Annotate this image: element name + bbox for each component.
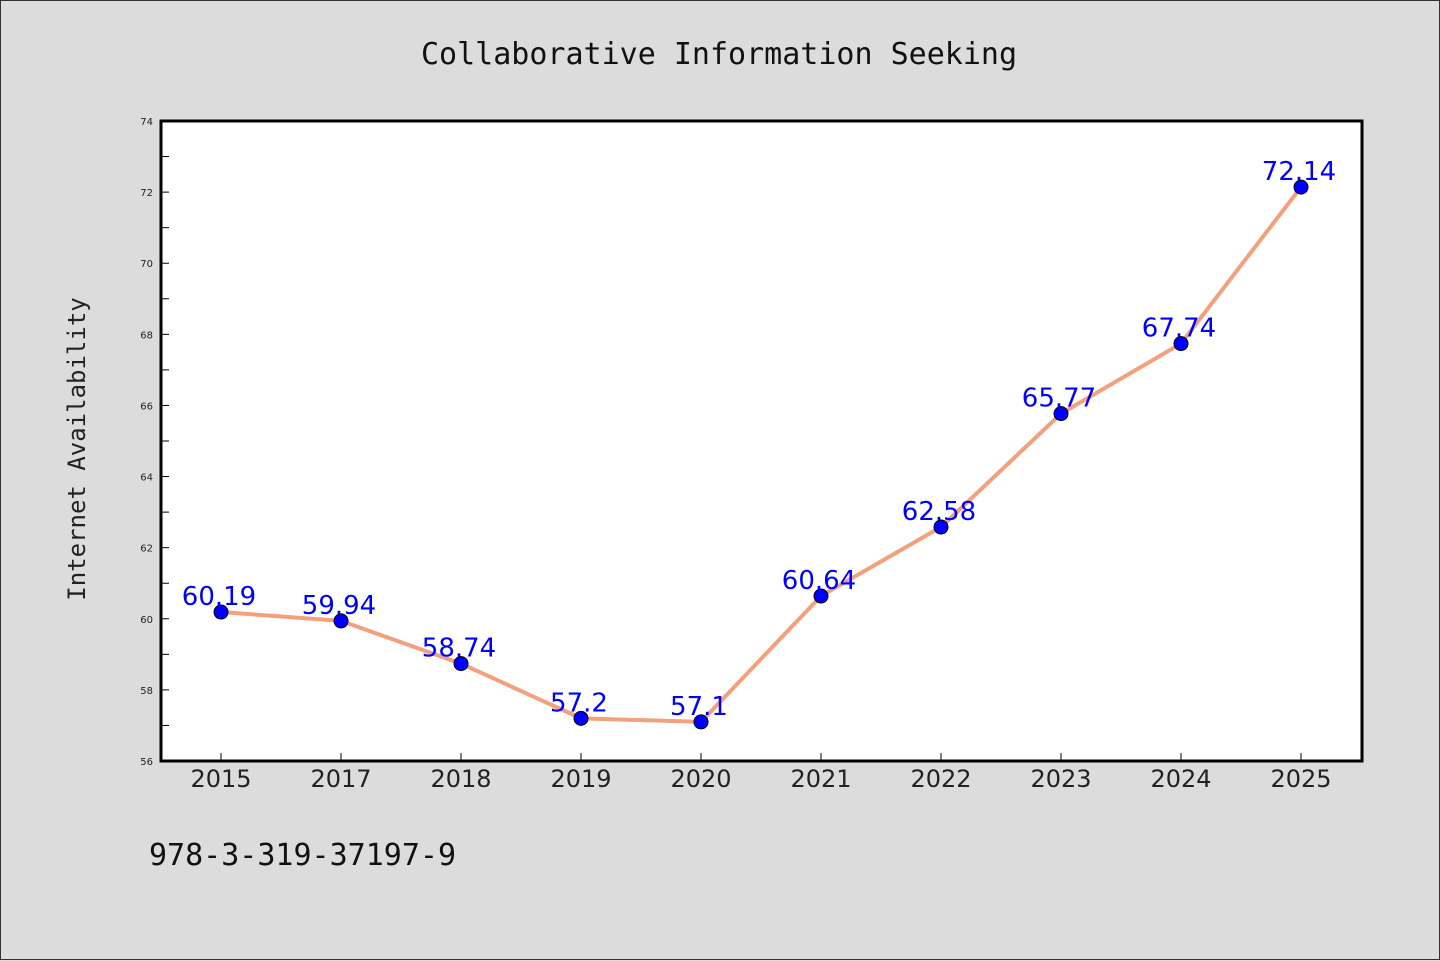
x-tick-label: 2019 bbox=[550, 765, 611, 793]
x-tick-label: 2017 bbox=[310, 765, 371, 793]
x-tick-label: 2022 bbox=[910, 765, 971, 793]
data-labels: 60.19 59.94 58.74 57.2 57.1 60.64 62.58 65.77 67… bbox=[182, 157, 1336, 722]
x-tick-label: 2020 bbox=[670, 765, 731, 793]
y-tick-label: 74 bbox=[140, 117, 153, 128]
plot-area bbox=[159, 119, 1364, 763]
series-line bbox=[219, 185, 1303, 724]
y-tick-label: 68 bbox=[140, 330, 153, 341]
data-label: 57.2 bbox=[550, 688, 608, 718]
y-tick-label: 72 bbox=[140, 188, 153, 199]
x-tick-label: 2018 bbox=[430, 765, 491, 793]
x-tick-label: 2021 bbox=[790, 765, 851, 793]
data-point bbox=[453, 656, 469, 672]
data-point bbox=[573, 710, 589, 726]
data-point bbox=[213, 604, 229, 620]
data-point bbox=[333, 613, 349, 629]
data-label: 60.64 bbox=[782, 566, 856, 596]
isbn-text: 978-3-319-37197-9 bbox=[149, 838, 456, 873]
y-tick-label: 66 bbox=[140, 401, 153, 412]
data-point bbox=[813, 588, 829, 604]
chart-title: Collaborative Information Seeking bbox=[421, 37, 1017, 72]
data-label: 72.14 bbox=[1262, 157, 1336, 187]
y-tick-label: 64 bbox=[140, 473, 153, 484]
data-label: 62.58 bbox=[902, 497, 976, 527]
y-tick-label: 56 bbox=[140, 757, 153, 768]
x-tick-label: 2024 bbox=[1150, 765, 1211, 793]
y-tick-label: 60 bbox=[140, 615, 153, 626]
data-label: 60.19 bbox=[182, 582, 256, 612]
x-axis: 2015 2017 2018 2019 2020 2021 2022 2023 2024 2025 bbox=[190, 753, 1332, 793]
series-line-group bbox=[219, 185, 1303, 724]
data-point bbox=[693, 714, 709, 730]
y-tick-label: 70 bbox=[140, 259, 153, 270]
y-axis-label: Internet Availability bbox=[63, 297, 91, 600]
y-tick-label: 62 bbox=[140, 544, 153, 555]
y-tick-label: 58 bbox=[140, 686, 153, 697]
data-point bbox=[933, 519, 949, 535]
x-tick-label: 2025 bbox=[1270, 765, 1331, 793]
data-markers bbox=[213, 179, 1309, 730]
data-label: 65.77 bbox=[1022, 384, 1096, 414]
data-point bbox=[1053, 406, 1069, 422]
y-axis: 56 58 60 62 64 66 68 70 72 74 bbox=[140, 117, 169, 768]
data-label: 58.74 bbox=[422, 634, 496, 664]
data-label: 57.1 bbox=[670, 692, 728, 722]
data-label: 67.74 bbox=[1142, 314, 1216, 344]
data-point bbox=[1173, 336, 1189, 352]
x-tick-label: 2023 bbox=[1030, 765, 1091, 793]
x-tick-label: 2015 bbox=[190, 765, 251, 793]
data-point bbox=[1293, 179, 1309, 195]
data-label: 59.94 bbox=[302, 591, 376, 621]
